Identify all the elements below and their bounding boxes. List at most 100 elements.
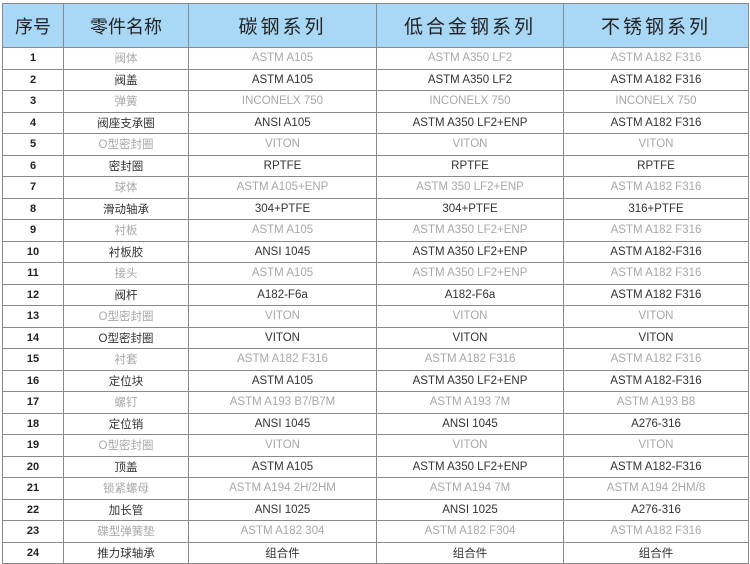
- carbon-steel-material: ASTM A182 304: [188, 520, 377, 543]
- row-index: 10: [2, 240, 64, 263]
- carbon-steel-material: ASTM A105: [188, 262, 377, 285]
- low-alloy-steel-material: ASTM A350 LF2: [376, 47, 564, 70]
- row-index: 8: [2, 197, 64, 220]
- table-row: 3 弹簧 INCONELX 750 INCONELX 750 INCONELX 750: [2, 90, 749, 113]
- stainless-steel-material: ASTM A194 2HM/8: [563, 477, 749, 500]
- low-alloy-steel-material: VITON: [376, 326, 564, 349]
- row-index: 9: [2, 219, 64, 242]
- table-row: 1 阀体 ASTM A105 ASTM A350 LF2 ASTM A182 F316: [2, 47, 749, 70]
- carbon-steel-material: ASTM A105: [188, 219, 377, 242]
- low-alloy-steel-material: ANSI 1025: [376, 498, 564, 521]
- materials-table: 序号 零件名称 碳钢系列 低合金钢系列 不锈钢系列 1 阀体 ASTM A105 ASTM A…: [2, 3, 749, 564]
- low-alloy-steel-material: INCONELX 750: [376, 90, 564, 113]
- table-row: 21 锁紧螺母 ASTM A194 2H/2HM ASTM A194 7M ASTM A…: [2, 477, 749, 500]
- stainless-steel-material: ASTM A182 F316: [563, 111, 749, 134]
- row-index: 13: [2, 305, 64, 328]
- part-name: 定位块: [63, 369, 189, 392]
- row-index: 22: [2, 498, 64, 521]
- carbon-steel-material: INCONELX 750: [188, 90, 377, 113]
- row-index: 19: [2, 434, 64, 457]
- low-alloy-steel-material: ASTM A350 LF2+ENP: [376, 111, 564, 134]
- part-name: 定位销: [63, 412, 189, 435]
- part-name: 碟型弹簧垫: [63, 520, 189, 543]
- part-name: 阀盖: [63, 68, 189, 91]
- part-name: O型密封圈: [63, 434, 189, 457]
- row-index: 2: [2, 68, 64, 91]
- low-alloy-steel-material: ASTM A194 7M: [376, 477, 564, 500]
- low-alloy-steel-material: VITON: [376, 133, 564, 156]
- header-part-name: 零件名称: [63, 3, 189, 48]
- low-alloy-steel-material: 304+PTFE: [376, 197, 564, 220]
- table-row: 6 密封圈 RPTFE RPTFE RPTFE: [2, 154, 749, 177]
- table-row: 11 接头 ASTM A105 ASTM A350 LF2+ENP ASTM A182 …: [2, 262, 749, 285]
- stainless-steel-material: ASTM A182 F316: [563, 283, 749, 306]
- carbon-steel-material: RPTFE: [188, 154, 377, 177]
- table-row: 13 O型密封圈 VITON VITON VITON: [2, 305, 749, 328]
- stainless-steel-material: ASTM A182 F316: [563, 68, 749, 91]
- stainless-steel-material: ASTM A182 F316: [563, 176, 749, 199]
- table-row: 5 O型密封圈 VITON VITON VITON: [2, 133, 749, 156]
- carbon-steel-material: ANSI 1045: [188, 240, 377, 263]
- part-name: 阀杆: [63, 283, 189, 306]
- part-name: 密封圈: [63, 154, 189, 177]
- part-name: 阀座支承圈: [63, 111, 189, 134]
- low-alloy-steel-material: ASTM A350 LF2+ENP: [376, 455, 564, 478]
- carbon-steel-material: ASTM A105: [188, 47, 377, 70]
- low-alloy-steel-material: ASTM A182 F304: [376, 520, 564, 543]
- carbon-steel-material: ANSI 1045: [188, 412, 377, 435]
- header-index: 序号: [2, 3, 64, 48]
- row-index: 12: [2, 283, 64, 306]
- part-name: 衬板: [63, 219, 189, 242]
- row-index: 14: [2, 326, 64, 349]
- low-alloy-steel-material: VITON: [376, 434, 564, 457]
- table-row: 14 O型密封圈 VITON VITON VITON: [2, 326, 749, 349]
- table-row: 23 碟型弹簧垫 ASTM A182 304 ASTM A182 F304 ASTM A…: [2, 520, 749, 543]
- part-name: 衬板胶: [63, 240, 189, 263]
- row-index: 23: [2, 520, 64, 543]
- header-low-alloy-steel: 低合金钢系列: [376, 3, 564, 48]
- carbon-steel-material: 组合件: [188, 541, 377, 564]
- carbon-steel-material: ASTM A105: [188, 369, 377, 392]
- low-alloy-steel-material: ASTM A193 7M: [376, 391, 564, 414]
- table-row: 7 球体 ASTM A105+ENP ASTM 350 LF2+ENP ASTM A18…: [2, 176, 749, 199]
- table-row: 18 定位销 ANSI 1045 ANSI 1045 A276-316: [2, 412, 749, 435]
- stainless-steel-material: 316+PTFE: [563, 197, 749, 220]
- row-index: 3: [2, 90, 64, 113]
- part-name: O型密封圈: [63, 133, 189, 156]
- low-alloy-steel-material: RPTFE: [376, 154, 564, 177]
- row-index: 5: [2, 133, 64, 156]
- part-name: 球体: [63, 176, 189, 199]
- part-name: O型密封圈: [63, 326, 189, 349]
- row-index: 15: [2, 348, 64, 371]
- low-alloy-steel-material: ASTM A182 F316: [376, 348, 564, 371]
- header-stainless-steel: 不锈钢系列: [563, 3, 749, 48]
- stainless-steel-material: ASTM A182 F316: [563, 348, 749, 371]
- table-row: 22 加长管 ANSI 1025 ANSI 1025 A276-316: [2, 498, 749, 521]
- stainless-steel-material: ASTM A182 F316: [563, 219, 749, 242]
- low-alloy-steel-material: ASTM A350 LF2+ENP: [376, 240, 564, 263]
- table-row: 8 滑动轴承 304+PTFE 304+PTFE 316+PTFE: [2, 197, 749, 220]
- table-row: 4 阀座支承圈 ANSI A105 ASTM A350 LF2+ENP ASTM A18…: [2, 111, 749, 134]
- table-row: 19 O型密封圈 VITON VITON VITON: [2, 434, 749, 457]
- part-name: 衬套: [63, 348, 189, 371]
- table-row: 2 阀盖 ASTM A105 ASTM A350 LF2 ASTM A182 F316: [2, 68, 749, 91]
- carbon-steel-material: ANSI 1025: [188, 498, 377, 521]
- part-name: 锁紧螺母: [63, 477, 189, 500]
- stainless-steel-material: ASTM A182 F316: [563, 47, 749, 70]
- table-row: 24 推力球轴承 组合件 组合件 组合件: [2, 541, 749, 564]
- row-index: 17: [2, 391, 64, 414]
- stainless-steel-material: ASTM A193 B8: [563, 391, 749, 414]
- header-carbon-steel: 碳钢系列: [188, 3, 377, 48]
- table-row: 16 定位块 ASTM A105 ASTM A350 LF2+ENP ASTM A182…: [2, 369, 749, 392]
- low-alloy-steel-material: 组合件: [376, 541, 564, 564]
- stainless-steel-material: RPTFE: [563, 154, 749, 177]
- low-alloy-steel-material: ASTM 350 LF2+ENP: [376, 176, 564, 199]
- carbon-steel-material: A182-F6a: [188, 283, 377, 306]
- carbon-steel-material: VITON: [188, 133, 377, 156]
- row-index: 16: [2, 369, 64, 392]
- table-row: 15 衬套 ASTM A182 F316 ASTM A182 F316 ASTM A18…: [2, 348, 749, 371]
- stainless-steel-material: ASTM A182 F316: [563, 520, 749, 543]
- low-alloy-steel-material: ASTM A350 LF2+ENP: [376, 262, 564, 285]
- row-index: 21: [2, 477, 64, 500]
- stainless-steel-material: VITON: [563, 434, 749, 457]
